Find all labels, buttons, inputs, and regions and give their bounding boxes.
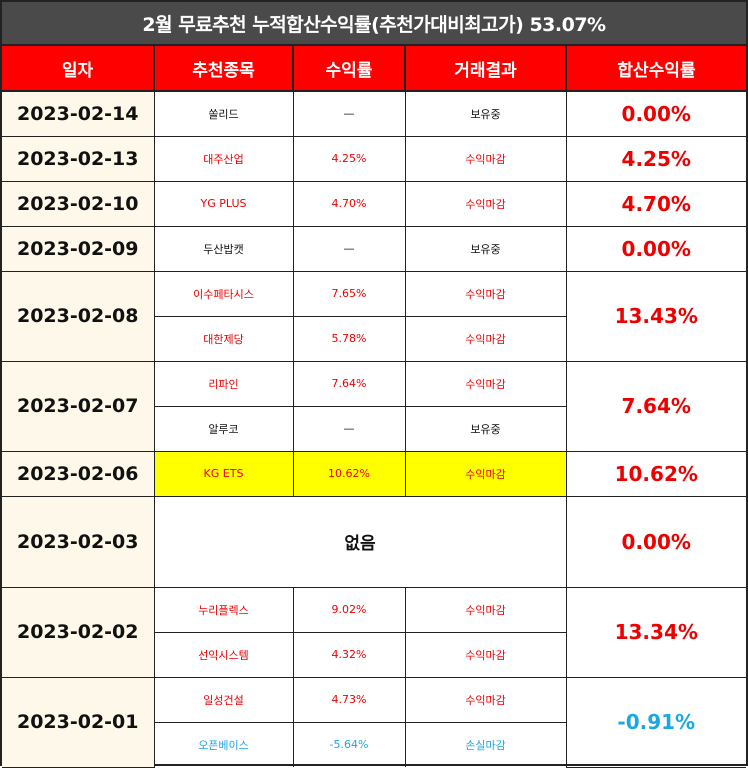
stock-return: -5.64% [292,721,406,767]
header-result: 거래결과 [404,46,567,92]
stock-name: YG PLUS [153,180,294,227]
stock-name: 대주산업 [153,135,294,182]
stock-return: 7.64% [292,360,406,407]
table-row: 오픈베이스 -5.64% 손실마감 [2,721,746,767]
table-row: 2023-02-01 일성건설 4.73% 수익마감 -0.91% [2,676,746,768]
stock-return: 4.32% [292,631,406,678]
row-date: 2023-02-06 [2,450,155,497]
stock-return: 5.78% [292,315,406,362]
header-date: 일자 [2,46,155,92]
row-date: 2023-02-14 [2,90,155,137]
stock-name: KG ETS [153,450,294,497]
table-header-row: 일자 추천종목 수익률 거래결과 합산수익률 [2,46,746,92]
table-row: 알루코 — 보유중 [2,405,746,452]
stock-return: 10.62% [292,450,406,497]
total-return: 13.43% [565,270,746,362]
header-return: 수익률 [292,46,406,92]
trade-result: 수익마감 [404,450,567,497]
trade-result: 수익마감 [404,631,567,678]
row-date: 2023-02-09 [2,225,155,272]
trade-result: 수익마감 [404,180,567,227]
stock-return: — [292,405,406,452]
row-date: 2023-02-02 [2,586,155,678]
trade-result: 보유중 [404,225,567,272]
table-row: 2023-02-02 누리플렉스 9.02% 수익마감 13.34% [2,586,746,678]
results-table: 일자 추천종목 수익률 거래결과 합산수익률 2023-02-14 쏠리드 — … [2,46,746,768]
stock-return: — [292,90,406,137]
table-row: 2023-02-14 쏠리드 — 보유중 0.00% [2,90,746,137]
stock-return: 4.25% [292,135,406,182]
row-date: 2023-02-03 [2,495,155,588]
no-recommendation-label: 없음 [153,495,567,588]
total-return: 4.70% [565,180,746,227]
total-return: 0.00% [565,225,746,272]
trade-result: 수익마감 [404,676,567,723]
table-row: 2023-02-07 리파인 7.64% 수익마감 7.64% [2,360,746,452]
row-date: 2023-02-08 [2,270,155,362]
stock-name: 알루코 [153,405,294,452]
stock-name: 쏠리드 [153,90,294,137]
total-return: 10.62% [565,450,746,497]
stock-return: 4.70% [292,180,406,227]
header-total: 합산수익률 [565,46,746,92]
stock-return: 4.73% [292,676,406,723]
page-title: 2월 무료추천 누적합산수익률(추천가대비최고가) 53.07% [2,2,746,46]
stock-name: 대한제당 [153,315,294,362]
stock-return: — [292,225,406,272]
trade-result: 수익마감 [404,135,567,182]
trade-result: 보유중 [404,405,567,452]
trade-result: 수익마감 [404,360,567,407]
stock-name: 일성건설 [153,676,294,723]
stock-name: 이수페타시스 [153,270,294,317]
stock-name: 두산밥캣 [153,225,294,272]
row-date: 2023-02-07 [2,360,155,452]
table-row: 대한제당 5.78% 수익마감 [2,315,746,362]
total-return: -0.91% [565,676,746,768]
trade-result: 수익마감 [404,586,567,633]
total-return: 0.00% [565,90,746,137]
row-date: 2023-02-10 [2,180,155,227]
trade-result: 손실마감 [404,721,567,767]
total-return: 0.00% [565,495,746,588]
table-row: 선익시스템 4.32% 수익마감 [2,631,746,678]
stock-name: 누리플렉스 [153,586,294,633]
table-row: 2023-02-08 이수페타시스 7.65% 수익마감 13.43% [2,270,746,362]
table-row: 2023-02-09 두산밥캣 — 보유중 0.00% [2,225,746,272]
stock-name: 오픈베이스 [153,721,294,767]
trade-result: 수익마감 [404,270,567,317]
table-row: 2023-02-10 YG PLUS 4.70% 수익마감 4.70% [2,180,746,227]
trade-result: 보유중 [404,90,567,137]
header-stock: 추천종목 [153,46,294,92]
stock-return: 9.02% [292,586,406,633]
table-row: 2023-02-06 KG ETS 10.62% 수익마감 10.62% [2,450,746,497]
trade-result: 수익마감 [404,315,567,362]
stock-return: 7.65% [292,270,406,317]
row-date: 2023-02-01 [2,676,155,768]
total-return: 4.25% [565,135,746,182]
stock-name: 선익시스템 [153,631,294,678]
total-return: 13.34% [565,586,746,678]
total-return: 7.64% [565,360,746,452]
row-date: 2023-02-13 [2,135,155,182]
table-row: 2023-02-03 없음 0.00% [2,495,746,588]
stock-name: 리파인 [153,360,294,407]
table-row: 2023-02-13 대주산업 4.25% 수익마감 4.25% [2,135,746,182]
